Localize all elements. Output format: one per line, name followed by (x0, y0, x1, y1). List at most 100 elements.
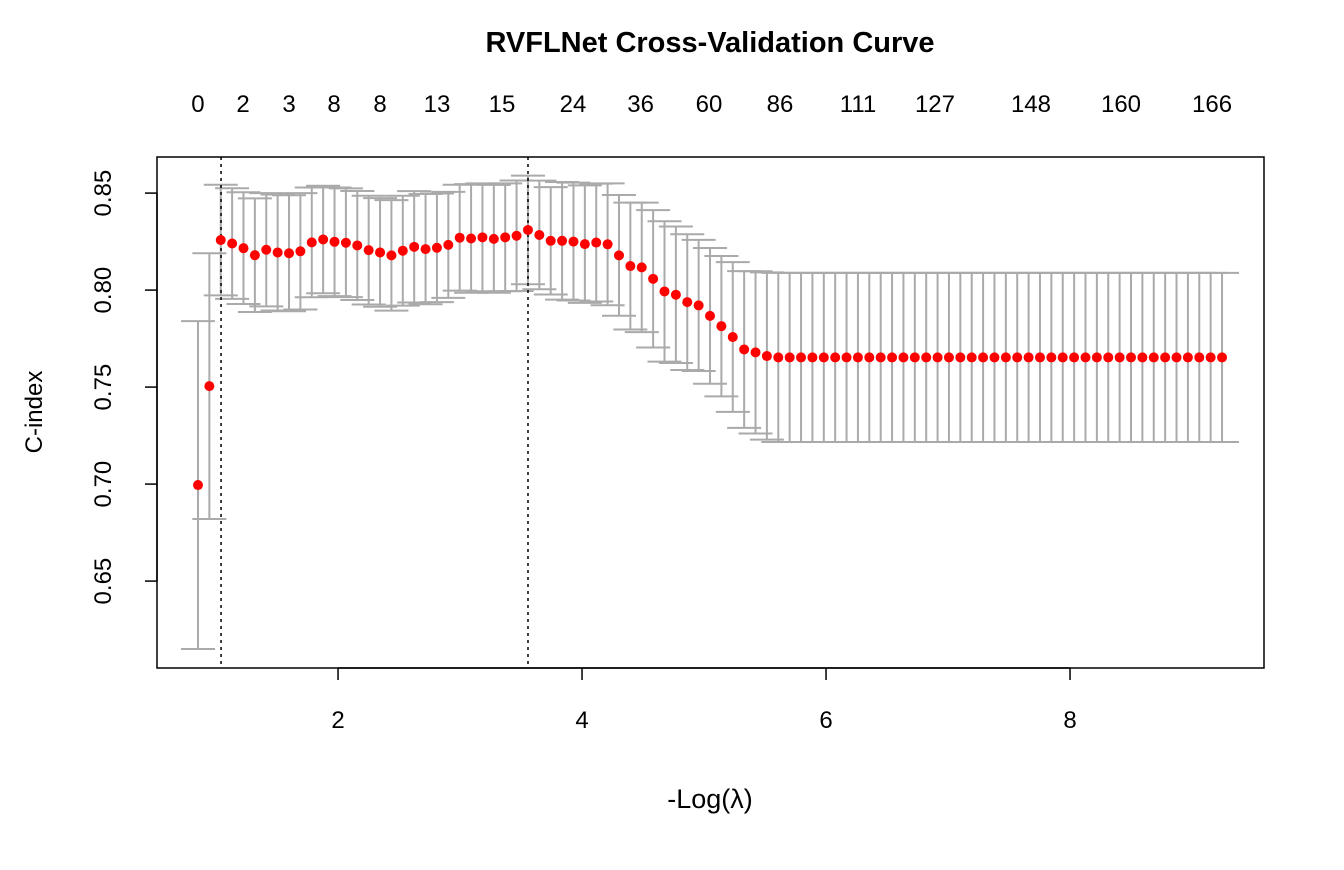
data-point (500, 232, 511, 243)
data-point (557, 235, 568, 246)
data-point (670, 289, 681, 300)
data-point (682, 297, 693, 308)
data-point (727, 332, 738, 343)
data-point (739, 344, 750, 355)
data-point (397, 245, 408, 256)
data-point (625, 261, 636, 272)
data-point (511, 230, 522, 241)
data-point (773, 352, 784, 363)
data-point (830, 352, 841, 363)
top-axis-label: 8 (327, 91, 340, 118)
data-point (386, 250, 397, 261)
data-point (545, 235, 556, 246)
data-point (1137, 352, 1148, 363)
data-point (909, 352, 920, 363)
data-point (1148, 352, 1159, 363)
data-point (192, 480, 203, 491)
data-point (887, 352, 898, 363)
data-point (284, 248, 295, 259)
data-point (329, 236, 340, 247)
data-point (215, 235, 226, 246)
data-point (852, 352, 863, 363)
x-axis-label: -Log(λ) (667, 784, 753, 814)
data-point (602, 239, 613, 250)
data-point (1091, 352, 1102, 363)
x-tick-label: 8 (1063, 707, 1076, 734)
data-point (1160, 352, 1171, 363)
data-point (932, 352, 943, 363)
data-point (352, 240, 363, 251)
data-point (1012, 352, 1023, 363)
data-point (1046, 352, 1057, 363)
data-point (784, 352, 795, 363)
top-axis-label: 111 (840, 91, 876, 118)
data-point (978, 352, 989, 363)
data-point (1194, 352, 1205, 363)
chart-title: RVFLNet Cross-Validation Curve (485, 27, 934, 59)
data-point (204, 381, 215, 392)
data-point (989, 352, 1000, 363)
data-point (1114, 352, 1125, 363)
top-axis-label: 36 (627, 91, 654, 118)
data-point (340, 237, 351, 248)
data-point (761, 351, 772, 362)
data-point (898, 352, 909, 363)
data-point (227, 238, 238, 249)
y-tick-label: 0.65 (90, 558, 117, 605)
top-axis-label: 60 (696, 91, 723, 118)
data-point (454, 232, 465, 243)
top-axis-label: 0 (191, 91, 204, 118)
top-axis-label: 15 (489, 91, 516, 118)
top-axis-label: 3 (282, 91, 295, 118)
data-point (705, 310, 716, 321)
data-point (716, 321, 727, 332)
data-point (272, 247, 283, 258)
data-point (1057, 352, 1068, 363)
data-point (477, 232, 488, 243)
data-point (1217, 352, 1228, 363)
data-point (966, 352, 977, 363)
data-point (1000, 352, 1011, 363)
data-point (1171, 352, 1182, 363)
data-point (818, 352, 829, 363)
x-tick-label: 4 (575, 707, 588, 734)
data-point (522, 224, 533, 235)
data-point (1182, 352, 1193, 363)
data-point (579, 239, 590, 250)
top-axis-label: 13 (424, 91, 451, 118)
data-point (921, 352, 932, 363)
top-axis-label: 127 (915, 91, 955, 118)
y-tick-label: 0.75 (90, 364, 117, 411)
data-point (306, 237, 317, 248)
data-point (1023, 352, 1034, 363)
y-axis-label: C-index (21, 371, 48, 454)
data-point (613, 250, 624, 261)
data-point (1126, 352, 1137, 363)
data-point (363, 245, 374, 256)
data-point (409, 241, 420, 252)
data-point (841, 352, 852, 363)
data-point (943, 352, 954, 363)
data-point (534, 229, 545, 240)
top-axis-label: 148 (1011, 91, 1051, 118)
data-point (636, 262, 647, 273)
data-point (488, 233, 499, 244)
data-point (1069, 352, 1080, 363)
top-axis-label: 8 (373, 91, 386, 118)
data-point (443, 239, 454, 250)
y-tick-label: 0.70 (90, 461, 117, 508)
data-point (1080, 352, 1091, 363)
data-point (955, 352, 966, 363)
data-point (431, 242, 442, 253)
data-point (864, 352, 875, 363)
data-point (295, 246, 306, 257)
top-axis-label: 160 (1101, 91, 1141, 118)
data-point (796, 352, 807, 363)
x-tick-label: 6 (819, 707, 832, 734)
y-tick-label: 0.85 (90, 170, 117, 217)
data-point (420, 244, 431, 255)
top-axis-label: 2 (236, 91, 249, 118)
data-point (261, 244, 272, 255)
top-axis-label: 24 (560, 91, 587, 118)
